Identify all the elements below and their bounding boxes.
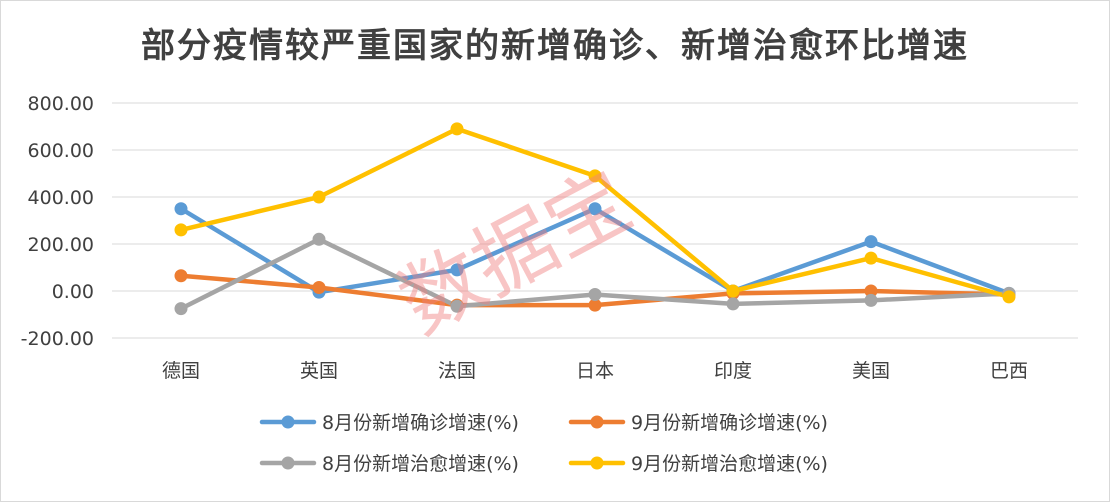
- data-point: [312, 190, 326, 204]
- data-point: [174, 302, 188, 316]
- legend: 8月份新增确诊增速(%) 9月份新增确诊增速(%) 8月份新增治愈增速(%) 9月份新…: [259, 412, 828, 475]
- data-point: [174, 202, 188, 216]
- y-tick-label: 200.00: [28, 234, 94, 256]
- data-point: [588, 288, 602, 302]
- legend-label: 9月份新增治愈增速(%): [631, 453, 828, 475]
- data-point: [174, 223, 188, 237]
- legend-swatch-marker: [590, 415, 604, 429]
- series-points: [174, 122, 1016, 316]
- data-point: [1002, 290, 1016, 304]
- legend-swatch-marker: [281, 456, 295, 470]
- legend-label: 8月份新增治愈增速(%): [322, 453, 519, 475]
- y-tick-label: 600.00: [28, 140, 94, 162]
- data-point: [450, 299, 464, 313]
- data-point: [588, 202, 602, 216]
- data-point: [864, 235, 878, 249]
- data-point: [312, 280, 326, 294]
- legend-swatch-marker: [590, 456, 604, 470]
- x-tick-label: 日本: [576, 360, 614, 382]
- data-point: [174, 269, 188, 283]
- data-point: [588, 169, 602, 183]
- data-point: [450, 263, 464, 277]
- data-point: [864, 251, 878, 265]
- legend-label: 9月份新增确诊增速(%): [631, 412, 828, 434]
- x-tick-label: 英国: [300, 360, 338, 382]
- y-tick-label: 800.00: [28, 93, 94, 115]
- data-point: [864, 284, 878, 298]
- legend-label: 8月份新增确诊增速(%): [322, 412, 519, 434]
- data-point: [864, 293, 878, 307]
- x-tick-label: 美国: [852, 360, 890, 382]
- y-axis-ticks: -200.00 0.00 200.00 400.00 600.00 800.00: [21, 93, 94, 350]
- data-point: [726, 284, 740, 298]
- y-tick-label: -200.00: [21, 328, 94, 350]
- x-tick-label: 印度: [714, 360, 752, 382]
- x-tick-label: 巴西: [990, 360, 1028, 382]
- watermark: 数据宝: [385, 153, 647, 352]
- y-tick-label: 400.00: [28, 187, 94, 209]
- data-point: [450, 122, 464, 136]
- data-point: [588, 298, 602, 312]
- data-point: [726, 297, 740, 311]
- x-tick-label: 法国: [438, 360, 476, 382]
- watermark-text: 数据宝: [385, 153, 647, 352]
- y-tick-label: 0.00: [52, 281, 94, 303]
- legend-swatch-marker: [281, 415, 295, 429]
- chart-title: 部分疫情较严重国家的新增确诊、新增治愈环比增速: [141, 26, 969, 66]
- x-tick-label: 德国: [162, 360, 200, 382]
- data-point: [312, 232, 326, 246]
- x-axis-ticks: 德国 英国 法国 日本 印度 美国 巴西: [162, 360, 1028, 382]
